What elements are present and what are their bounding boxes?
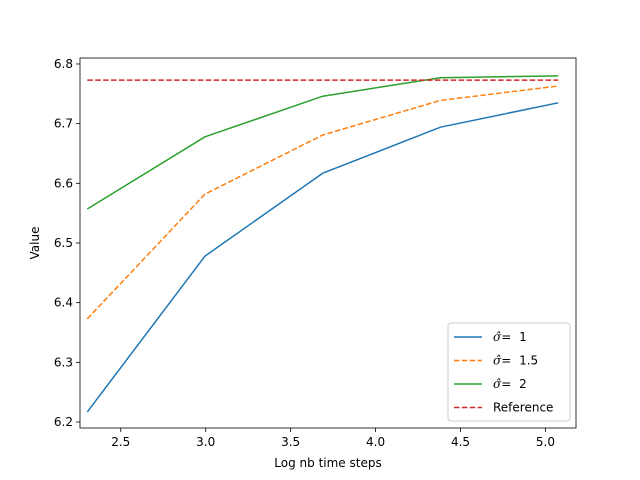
x-tick-label: 4.5	[451, 435, 470, 449]
legend-value: 1	[519, 330, 527, 344]
y-tick-label: 6.8	[54, 57, 73, 71]
y-tick-label: 6.3	[54, 355, 73, 369]
y-tick-label: 6.6	[54, 176, 73, 190]
x-tick-label: 3.5	[281, 435, 300, 449]
legend-label: σ̂= 2	[493, 377, 527, 391]
x-axis: 2.5 3.0 3.5 4.0 4.5 5.0	[111, 428, 555, 449]
legend-label: Reference	[493, 401, 553, 415]
y-tick-label: 6.4	[54, 296, 73, 310]
y-tick-label: 6.7	[54, 117, 73, 131]
legend-equals: =	[501, 354, 515, 368]
series-line-1	[86, 102, 559, 413]
y-tick-label: 6.5	[54, 236, 73, 250]
x-axis-label: Log nb time steps	[274, 456, 381, 470]
plot-frame	[79, 57, 577, 429]
x-tick-label: 4.0	[366, 435, 385, 449]
legend-value: 1.5	[519, 354, 538, 368]
y-axis-label: Value	[28, 227, 42, 260]
y-tick-label: 6.2	[54, 415, 73, 429]
x-tick-label: 3.0	[196, 435, 215, 449]
series-lines	[86, 75, 559, 413]
series-line-3	[86, 75, 559, 210]
series-line-2	[86, 85, 559, 320]
x-tick-label: 5.0	[536, 435, 555, 449]
legend-value: 2	[519, 377, 527, 391]
sigma-hat-symbol: σ̂	[493, 354, 502, 368]
y-axis: 6.2 6.3 6.4 6.5 6.6 6.7 6.8	[54, 57, 80, 429]
legend-equals: =	[501, 377, 515, 391]
legend-label: σ̂= 1.5	[493, 354, 538, 368]
sigma-hat-symbol: σ̂	[493, 377, 502, 391]
legend-box	[447, 322, 571, 422]
legend-label: σ̂= 1	[493, 330, 527, 344]
sigma-hat-symbol: σ̂	[493, 330, 502, 344]
legend-equals: =	[501, 330, 515, 344]
x-tick-label: 2.5	[111, 435, 130, 449]
